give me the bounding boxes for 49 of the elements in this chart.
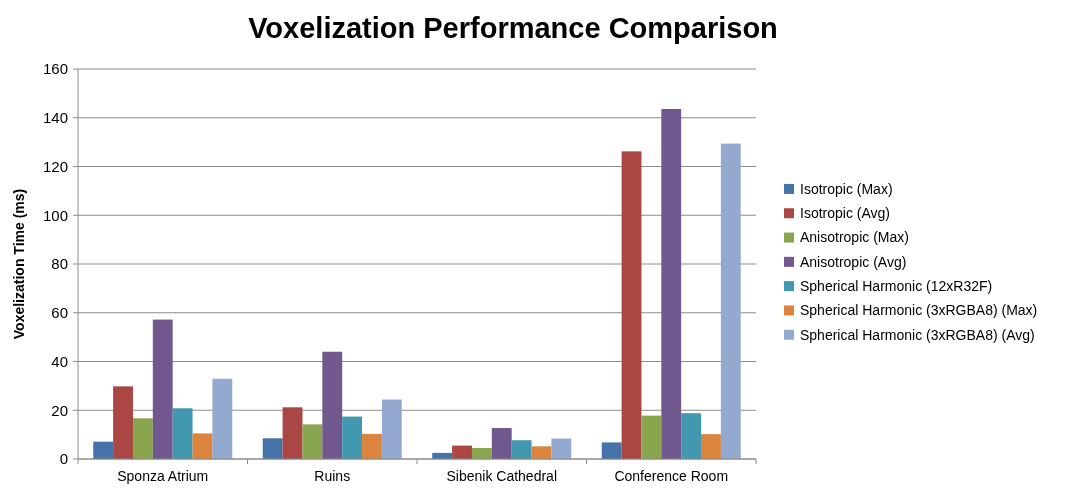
y-tick-label: 60 <box>51 304 68 321</box>
bar <box>661 108 682 459</box>
chart-title: Voxelization Performance Comparison <box>248 12 778 44</box>
bar <box>531 446 552 459</box>
bar <box>113 386 133 459</box>
bar <box>322 351 343 459</box>
legend-label: Isotropic (Avg) <box>800 205 890 222</box>
legend-label: Spherical Harmonic (3xRGBA8) (Max) <box>800 302 1038 319</box>
bar <box>362 433 382 459</box>
y-axis-title: Voxelization Time (ms) <box>11 188 27 340</box>
bar <box>282 407 303 459</box>
y-tick-label: 20 <box>51 401 68 419</box>
y-tick-label: 140 <box>42 109 68 126</box>
y-tick-label: 120 <box>42 157 68 175</box>
legend-label: Anisotropic (Avg) <box>800 253 907 270</box>
legend-label: Anisotropic (Max) <box>800 229 909 246</box>
bar <box>491 428 512 459</box>
bar <box>152 319 173 459</box>
x-tick-label: Conference Room <box>614 468 729 484</box>
bar <box>93 441 114 459</box>
bar <box>511 440 532 459</box>
bar <box>132 418 153 459</box>
bar <box>551 438 572 459</box>
x-tick-label: Sibenik Cathedral <box>446 468 558 484</box>
bar <box>720 143 741 459</box>
bar <box>601 442 622 459</box>
bar <box>701 434 721 459</box>
y-tick-label: 0 <box>59 450 68 468</box>
x-tick-label: Ruins <box>314 468 351 484</box>
y-tick-label: 160 <box>42 60 68 78</box>
bar <box>212 378 233 459</box>
bar <box>172 408 193 459</box>
bar <box>262 438 283 459</box>
bar <box>452 445 472 459</box>
bar <box>641 415 662 459</box>
y-tick-label: 80 <box>51 255 68 273</box>
x-tick-label: Sponza Atrium <box>117 468 209 484</box>
bar <box>381 399 402 459</box>
bar <box>192 433 213 459</box>
bar <box>302 424 323 459</box>
legend-label: Isotropic (Max) <box>800 180 893 197</box>
bar <box>342 416 363 459</box>
legend-label: Spherical Harmonic (12xR32F) <box>800 278 993 295</box>
bar <box>621 151 642 459</box>
y-tick-label: 100 <box>42 206 68 224</box>
bar <box>681 413 702 459</box>
bar <box>471 448 492 459</box>
legend-label: Spherical Harmonic (3xRGBA8) (Avg) <box>800 326 1035 343</box>
y-tick-label: 40 <box>51 352 68 370</box>
